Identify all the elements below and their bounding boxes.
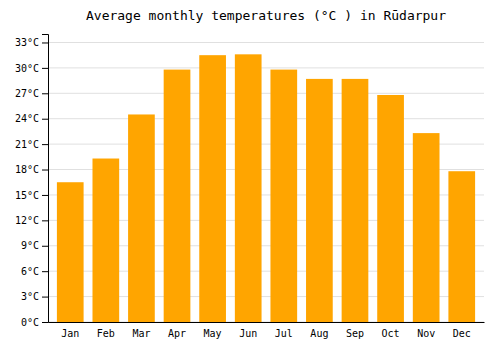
x-tick-label: Aug: [310, 328, 328, 339]
x-tick: Jun: [239, 328, 257, 339]
bar: [413, 133, 440, 322]
bars: [57, 54, 475, 322]
x-tick-label: Jan: [61, 328, 79, 339]
y-tick-label: 9°C: [21, 240, 39, 251]
y-tick-label: 6°C: [21, 266, 39, 277]
x-tick-label: Dec: [453, 328, 471, 339]
title: Average monthly temperatures (°C ) in Rū…: [86, 8, 446, 23]
x-tick: Sep: [346, 328, 364, 339]
bar: [448, 171, 475, 322]
y-tick-label: 27°C: [15, 88, 39, 99]
y-tick-mark: [42, 93, 48, 94]
grid-line: [48, 118, 484, 119]
x-tick: Nov: [417, 328, 435, 339]
y-tick-mark: [42, 195, 48, 196]
y-tick: 9°C: [21, 240, 48, 251]
x-axis: Jan Feb Mar Apr May Jun Jul Aug Sep Oct Nov Dec: [49, 323, 485, 340]
y-tick: 27°C: [15, 88, 48, 99]
y-tick: 15°C: [15, 190, 48, 201]
y-tick: 3°C: [21, 291, 48, 302]
y-tick: 21°C: [15, 139, 48, 150]
bar: [306, 79, 333, 322]
y-axis: 0°C 3°C 6°C 9°C 12°C 15°C 18°C 21°C 24°C 27°C 30°C…: [15, 35, 49, 328]
bar: [377, 95, 404, 322]
x-tick: Oct: [382, 328, 400, 339]
x-tick: Mar: [132, 328, 150, 339]
chart: 0°C 3°C 6°C 9°C 12°C 15°C 18°C 21°C 24°C 27°C 30°C…: [0, 0, 500, 350]
x-tick: Aug: [310, 328, 328, 339]
grid: [48, 42, 484, 322]
grid-line: [48, 42, 484, 43]
y-tick-mark: [42, 246, 48, 247]
grid-line: [48, 93, 484, 94]
bar: [270, 70, 297, 322]
bar: [235, 54, 262, 322]
y-tick-label: 12°C: [15, 215, 39, 226]
x-tick-label: Mar: [132, 328, 150, 339]
y-tick-label: 18°C: [15, 164, 39, 175]
y-tick: 30°C: [15, 63, 48, 74]
bar: [128, 114, 155, 322]
y-tick-mark: [42, 42, 48, 43]
x-tick-label: Feb: [97, 328, 115, 339]
x-tick-label: Nov: [417, 328, 435, 339]
y-tick-mark: [42, 68, 48, 69]
x-axis-line: [49, 322, 485, 323]
x-tick: Jul: [275, 328, 293, 339]
bar: [92, 159, 119, 322]
bar: [164, 70, 191, 322]
y-tick-mark: [42, 170, 48, 171]
y-tick: 12°C: [15, 215, 48, 226]
y-tick-label: 24°C: [15, 113, 39, 124]
y-tick: 6°C: [21, 266, 48, 277]
x-tick: Apr: [168, 328, 186, 339]
y-tick-label: 3°C: [21, 291, 39, 302]
y-tick: 24°C: [15, 113, 48, 124]
y-tick-label: 15°C: [15, 190, 39, 201]
y-tick: 0°C: [21, 317, 48, 328]
x-tick: Feb: [97, 328, 115, 339]
x-tick-label: Oct: [382, 328, 400, 339]
bar: [199, 55, 226, 322]
y-tick-label: 0°C: [21, 317, 39, 328]
y-tick-label: 30°C: [15, 63, 39, 74]
y-tick: 33°C: [15, 37, 48, 48]
y-tick-label: 33°C: [15, 37, 39, 48]
y-tick-mark: [42, 271, 48, 272]
bar: [342, 79, 369, 322]
x-tick-label: Apr: [168, 328, 186, 339]
y-tick-mark: [42, 144, 48, 145]
bar: [57, 182, 84, 322]
x-tick-label: May: [204, 328, 222, 339]
y-tick-mark: [42, 297, 48, 298]
y-tick-label: 21°C: [15, 139, 39, 150]
x-tick-label: Jun: [239, 328, 257, 339]
y-tick: 18°C: [15, 164, 48, 175]
x-tick: Jan: [61, 328, 79, 339]
y-tick-mark: [42, 322, 48, 323]
x-tick-label: Jul: [275, 328, 293, 339]
plot: 0°C 3°C 6°C 9°C 12°C 15°C 18°C 21°C 24°C 27°C 30°C…: [15, 35, 485, 340]
y-tick-mark: [42, 220, 48, 221]
y-tick-mark: [42, 119, 48, 120]
x-tick-label: Sep: [346, 328, 364, 339]
x-tick: May: [204, 328, 222, 339]
y-axis-line: [42, 35, 49, 323]
grid-line: [48, 67, 484, 68]
x-tick: Dec: [453, 328, 471, 339]
